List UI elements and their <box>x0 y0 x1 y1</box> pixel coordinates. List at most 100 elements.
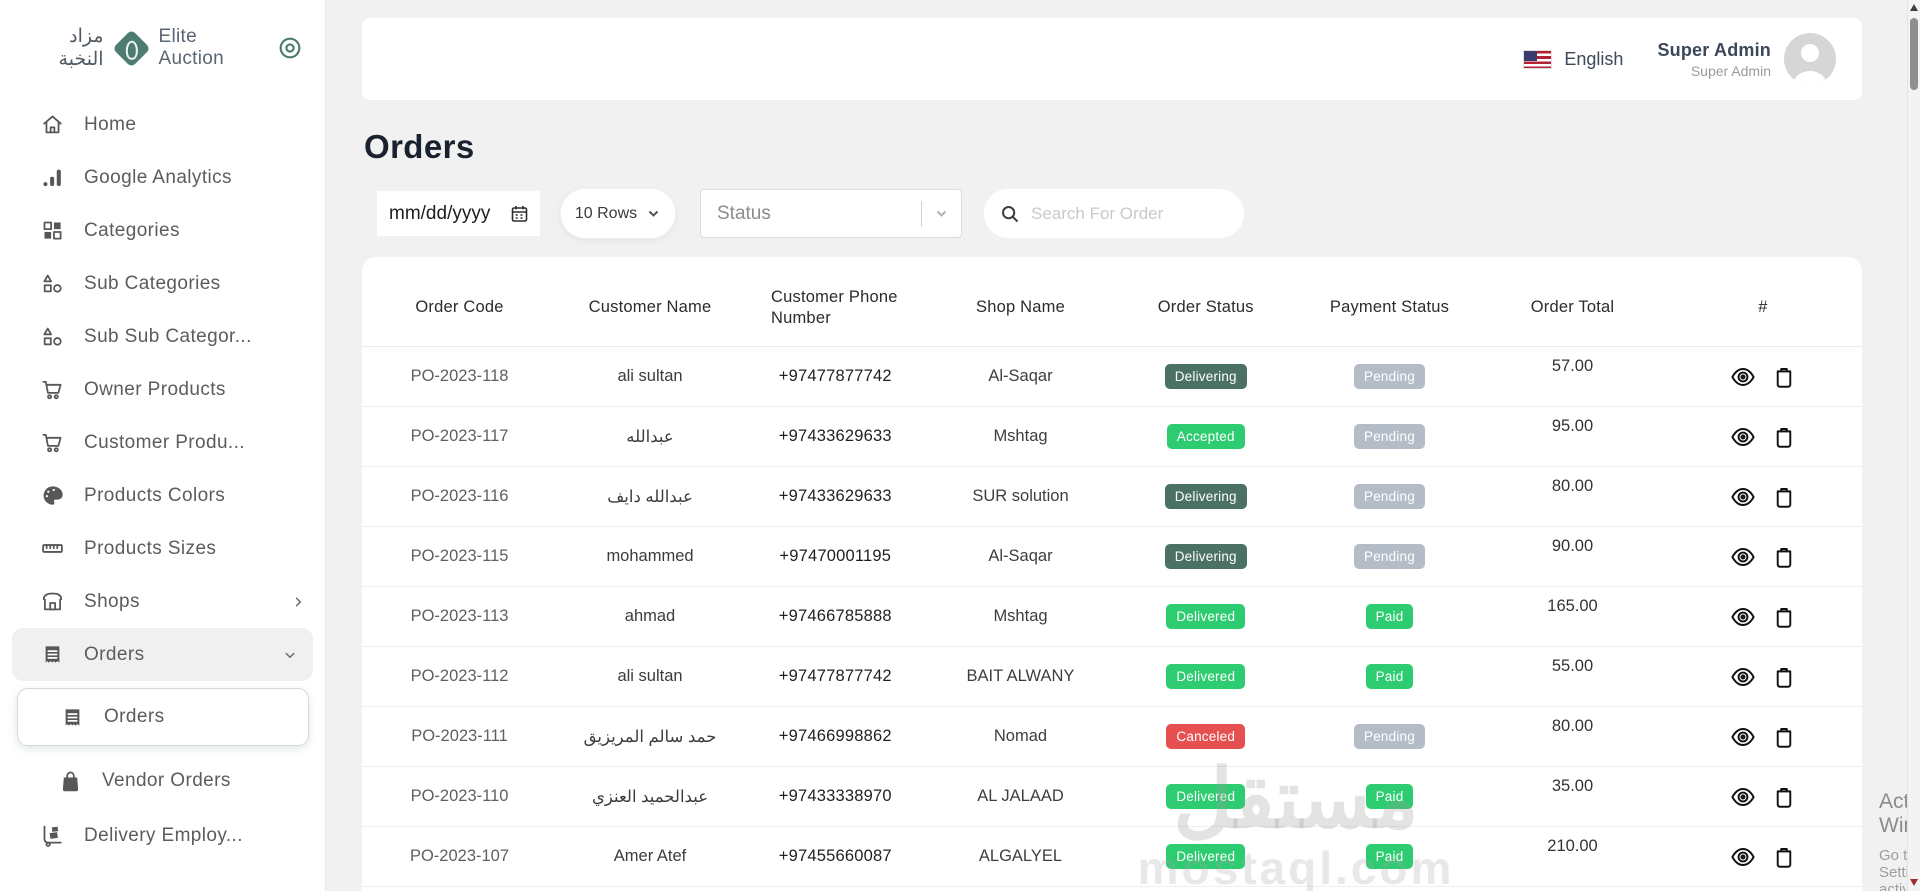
sidebar-item-delivery-employ[interactable]: Delivery Employ... <box>0 809 325 862</box>
shop-icon <box>40 589 65 614</box>
date-filter-input[interactable]: mm/dd/yyyy <box>377 191 540 236</box>
shapes-icon <box>40 324 65 349</box>
shop-name: Mshtag <box>993 607 1048 625</box>
order-status-badge: Delivering <box>1164 364 1247 389</box>
receipt-icon <box>60 705 85 730</box>
col-customer-name: Customer Name <box>588 298 712 316</box>
table-row: PO-2023-116 عبدالله دايف +97433629633 SU… <box>362 467 1862 527</box>
status-filter-select[interactable]: Status <box>700 189 962 238</box>
view-order-icon[interactable] <box>1730 664 1756 690</box>
table-row: PO-2023-107 Amer Atef +97455660087 ALGAL… <box>362 827 1862 887</box>
order-status-badge: Delivered <box>1166 844 1246 869</box>
view-order-icon[interactable] <box>1730 424 1756 450</box>
avatar <box>1784 33 1836 85</box>
orders-table: Order Code Customer Name Customer Phone … <box>362 257 1862 891</box>
sidebar-item-products-colors[interactable]: Products Colors <box>0 469 325 522</box>
payment-status-badge: Paid <box>1365 664 1414 689</box>
delete-order-icon[interactable] <box>1771 544 1797 570</box>
delete-order-icon[interactable] <box>1771 784 1797 810</box>
sidebar-item-orders[interactable]: Orders <box>12 628 313 681</box>
scrollbar-thumb[interactable] <box>1910 18 1918 90</box>
payment-status-badge: Pending <box>1354 424 1425 449</box>
sidebar-item-label: Shops <box>84 590 140 612</box>
delete-order-icon[interactable] <box>1771 484 1797 510</box>
table-row: PO-2023-115 mohammed +97470001195 Al-Saq… <box>362 527 1862 587</box>
col-shop-name: Shop Name <box>976 298 1065 316</box>
order-code: PO-2023-118 <box>410 367 509 385</box>
sidebar-item-shops[interactable]: Shops <box>0 575 325 628</box>
sidebar-menu: Home Google Analytics Categories Sub Catego… <box>0 96 325 862</box>
order-code: PO-2023-117 <box>410 427 509 445</box>
delete-order-icon[interactable] <box>1771 364 1797 390</box>
shop-name: Al-Saqar <box>988 547 1053 565</box>
language-switcher[interactable]: English <box>1523 49 1623 70</box>
payment-status-badge: Pending <box>1354 484 1425 509</box>
rows-per-page-select[interactable]: 10 Rows <box>560 188 676 239</box>
user-name: Super Admin <box>1657 39 1771 60</box>
delete-order-icon[interactable] <box>1771 604 1797 630</box>
scroll-down-arrow-icon[interactable] <box>1910 879 1918 886</box>
delete-order-icon[interactable] <box>1771 424 1797 450</box>
calendar-icon[interactable] <box>509 203 530 224</box>
customer-phone: +97477877742 <box>778 367 892 385</box>
sidebar-item-customer-produ[interactable]: Customer Produ... <box>0 416 325 469</box>
sidebar-item-home[interactable]: Home <box>0 98 325 151</box>
sidebar-item-categories[interactable]: Categories <box>0 204 325 257</box>
shop-name: AL JALAAD <box>977 787 1064 805</box>
customer-phone: +97433338970 <box>778 787 892 805</box>
sidebar-toggle-icon[interactable] <box>277 35 303 61</box>
brand-name-arabic: مزاد النخبة <box>58 26 104 70</box>
customer-phone: +97470001195 <box>779 547 892 565</box>
col-order-code: Order Code <box>415 298 504 316</box>
search-input[interactable] <box>1031 203 1211 224</box>
scroll-up-arrow-icon[interactable] <box>1910 4 1918 11</box>
shop-name: Nomad <box>993 727 1048 745</box>
shop-name: ALGALYEL <box>978 847 1063 865</box>
view-order-icon[interactable] <box>1730 724 1756 750</box>
sidebar-item-sub-sub-categor[interactable]: Sub Sub Categor... <box>0 310 325 363</box>
sidebar-item-google-analytics[interactable]: Google Analytics <box>0 151 325 204</box>
col-order-status: Order Status <box>1157 298 1254 316</box>
sidebar-item-products-sizes[interactable]: Products Sizes <box>0 522 325 575</box>
payment-status-badge: Pending <box>1354 724 1425 749</box>
chevron-right-icon <box>289 593 307 611</box>
sidebar-item-label: Owner Products <box>84 378 226 400</box>
view-order-icon[interactable] <box>1730 364 1756 390</box>
chevron-down-icon <box>936 210 947 217</box>
order-code: PO-2023-110 <box>410 787 509 805</box>
view-order-icon[interactable] <box>1730 544 1756 570</box>
delete-order-icon[interactable] <box>1771 724 1797 750</box>
delete-order-icon[interactable] <box>1771 844 1797 870</box>
vertical-scrollbar[interactable] <box>1907 0 1920 891</box>
col-actions: # <box>1758 298 1768 316</box>
us-flag-icon <box>1523 49 1553 69</box>
customer-name: ali sultan <box>617 367 683 385</box>
sidebar-item-label: Orders <box>104 706 165 727</box>
cart-icon <box>40 430 65 455</box>
page-title: Orders <box>364 128 475 165</box>
customer-phone: +97433629633 <box>778 427 892 445</box>
view-order-icon[interactable] <box>1730 784 1756 810</box>
sidebar-item-owner-products[interactable]: Owner Products <box>0 363 325 416</box>
user-menu[interactable]: Super Admin Super Admin <box>1657 33 1836 85</box>
view-order-icon[interactable] <box>1730 844 1756 870</box>
sidebar-item-orders[interactable]: Orders <box>17 688 309 746</box>
search-icon <box>1002 205 1019 222</box>
sidebar-item-label: Vendor Orders <box>102 770 231 791</box>
sidebar-item-label: Google Analytics <box>84 166 232 188</box>
shop-name: SUR solution <box>972 487 1069 505</box>
order-status-badge: Canceled <box>1166 724 1246 749</box>
order-total: 55.00 <box>1551 657 1594 675</box>
sidebar-item-sub-categories[interactable]: Sub Categories <box>0 257 325 310</box>
view-order-icon[interactable] <box>1730 604 1756 630</box>
view-order-icon[interactable] <box>1730 484 1756 510</box>
sidebar-item-label: Delivery Employ... <box>84 824 243 846</box>
payment-status-badge: Pending <box>1354 544 1425 569</box>
delete-order-icon[interactable] <box>1771 664 1797 690</box>
order-total: 90.00 <box>1551 537 1594 555</box>
sidebar-item-label: Categories <box>84 219 180 241</box>
sidebar-item-vendor-orders[interactable]: Vendor Orders <box>0 753 325 809</box>
palette-icon <box>40 483 65 508</box>
sidebar-item-label: Sub Sub Categor... <box>84 325 252 347</box>
customer-name: عبدالله دايف <box>607 487 693 506</box>
